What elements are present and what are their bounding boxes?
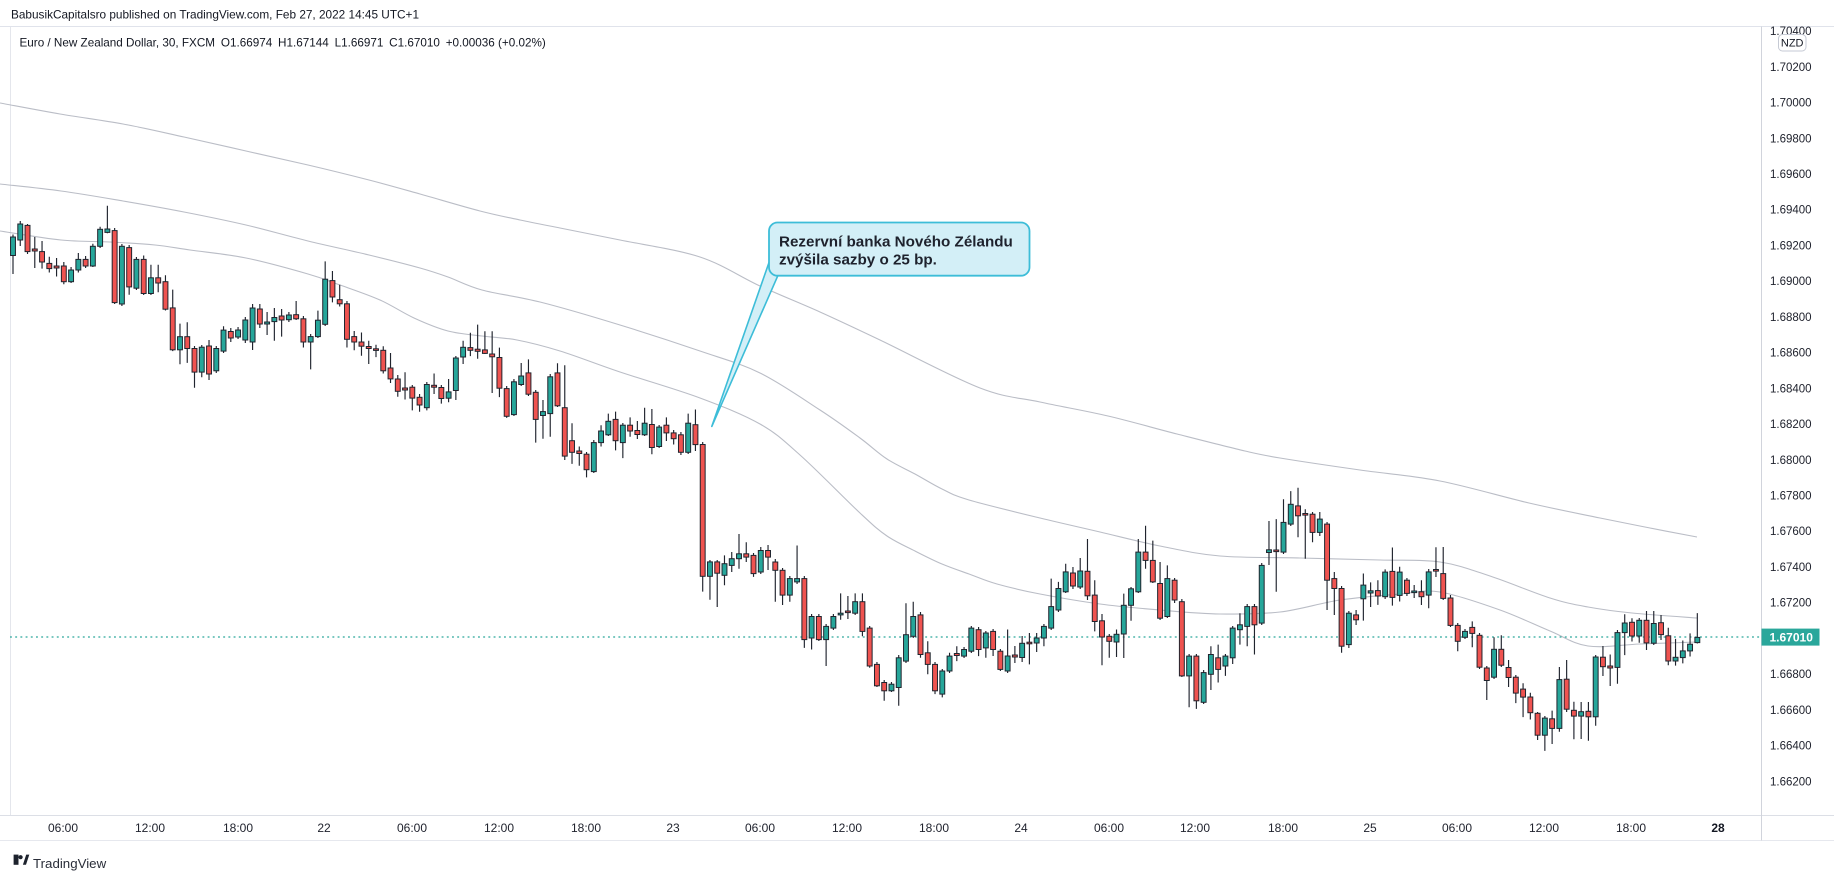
- svg-text:1.68200: 1.68200: [1770, 419, 1812, 431]
- svg-text:1.68400: 1.68400: [1770, 383, 1812, 395]
- svg-text:18:00: 18:00: [1616, 821, 1646, 835]
- svg-text:1.68000: 1.68000: [1770, 455, 1812, 467]
- svg-text:1.67400: 1.67400: [1770, 562, 1812, 574]
- svg-text:1.66200: 1.66200: [1770, 776, 1812, 788]
- svg-text:12:00: 12:00: [484, 821, 514, 835]
- svg-text:25: 25: [1363, 821, 1377, 835]
- svg-text:1.67200: 1.67200: [1770, 598, 1812, 610]
- svg-text:1.69600: 1.69600: [1770, 169, 1812, 181]
- svg-text:TradingView: TradingView: [33, 856, 107, 871]
- svg-text:06:00: 06:00: [1094, 821, 1124, 835]
- svg-text:06:00: 06:00: [48, 821, 78, 835]
- svg-text:1.68600: 1.68600: [1770, 348, 1812, 360]
- svg-text:18:00: 18:00: [223, 821, 253, 835]
- svg-text:18:00: 18:00: [1268, 821, 1298, 835]
- svg-text:18:00: 18:00: [571, 821, 601, 835]
- svg-text:18:00: 18:00: [919, 821, 949, 835]
- svg-text:1.66600: 1.66600: [1770, 705, 1812, 717]
- svg-text:zvýšila sazby o 25 bp.: zvýšila sazby o 25 bp.: [779, 252, 937, 269]
- svg-text:1.67600: 1.67600: [1770, 526, 1812, 538]
- svg-text:1.69800: 1.69800: [1770, 133, 1812, 145]
- svg-text:12:00: 12:00: [832, 821, 862, 835]
- svg-text:Rezervní banka Nového Zélandu: Rezervní banka Nového Zélandu: [779, 234, 1013, 251]
- svg-text:12:00: 12:00: [135, 821, 165, 835]
- svg-text:06:00: 06:00: [1442, 821, 1472, 835]
- svg-text:1.68800: 1.68800: [1770, 312, 1812, 324]
- svg-text:12:00: 12:00: [1180, 821, 1210, 835]
- svg-text:12:00: 12:00: [1529, 821, 1559, 835]
- svg-text:1.70000: 1.70000: [1770, 98, 1812, 110]
- svg-text:1.66800: 1.66800: [1770, 669, 1812, 681]
- svg-text:1.67010: 1.67010: [1770, 631, 1814, 645]
- svg-text:Euro / New Zealand Dollar, 30,: Euro / New Zealand Dollar, 30, FXCM O1.6…: [20, 37, 546, 50]
- svg-text:1.70200: 1.70200: [1770, 62, 1812, 74]
- svg-text:24: 24: [1014, 821, 1028, 835]
- svg-text:1.69000: 1.69000: [1770, 276, 1812, 288]
- svg-text:1.69400: 1.69400: [1770, 205, 1812, 217]
- svg-text:NZD: NZD: [1781, 38, 1804, 50]
- svg-text:1.66400: 1.66400: [1770, 741, 1812, 753]
- svg-text:1.67800: 1.67800: [1770, 491, 1812, 503]
- svg-text:06:00: 06:00: [745, 821, 775, 835]
- svg-text:1.69200: 1.69200: [1770, 240, 1812, 252]
- svg-text:28: 28: [1711, 821, 1725, 835]
- svg-text:22: 22: [317, 821, 331, 835]
- svg-text:BabusikCapitalsro published on: BabusikCapitalsro published on TradingVi…: [11, 8, 419, 22]
- svg-text:06:00: 06:00: [397, 821, 427, 835]
- svg-text:23: 23: [666, 821, 680, 835]
